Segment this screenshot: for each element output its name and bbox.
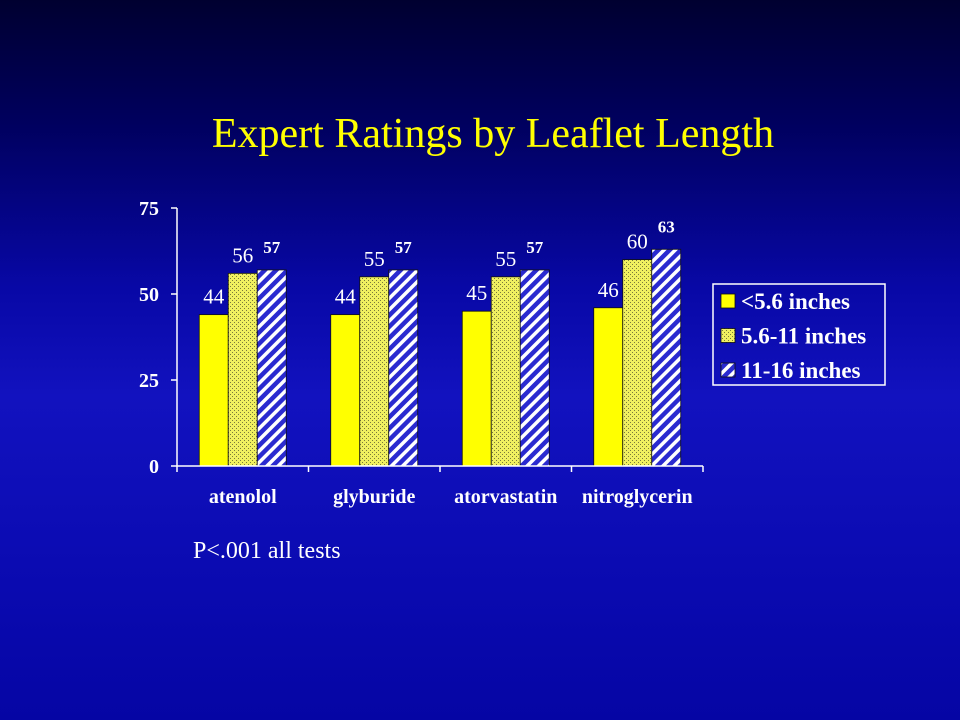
legend-swatch-1 [720, 293, 736, 309]
category-label-atorvastatin: atorvastatin [454, 486, 557, 508]
bar-atorvastatin-series-3 [519, 269, 550, 467]
data-label-nitroglycerin-series-2: 60 [627, 230, 648, 254]
legend-item-2: 5.6-11 inches [720, 324, 866, 349]
y-tick-label-50: 50 [139, 284, 159, 306]
legend-label-3: 11-16 inches [741, 358, 861, 383]
legend-box [712, 283, 886, 386]
bar-glyburide-series-2 [359, 276, 390, 467]
plot-bars [198, 248, 682, 467]
bar-atorvastatin-series-1 [461, 310, 492, 467]
legend-label-1: <5.6 inches [741, 289, 850, 314]
bar-atenolol-series-1 [198, 314, 229, 467]
data-label-atenolol-series-2: 56 [232, 243, 253, 267]
data-label-glyburide-series-2: 55 [364, 247, 385, 271]
data-label-nitroglycerin-series-3: 63 [658, 217, 675, 236]
bar-atenolol-series-3 [256, 269, 287, 467]
bar-atorvastatin-series-2 [490, 276, 521, 467]
legend-item-3: 11-16 inches [720, 358, 861, 383]
data-label-atorvastatin-series-3: 57 [526, 238, 544, 257]
data-label-nitroglycerin-series-1: 46 [598, 278, 619, 302]
y-tick-label-25: 25 [139, 370, 159, 392]
chart-axes: 0 25 50 75 atenolol glyburide atorvastatin nitr… [139, 198, 704, 508]
category-label-glyburide: glyburide [333, 486, 415, 508]
data-label-atenolol-series-3: 57 [263, 238, 281, 257]
bar-nitroglycerin-series-1 [593, 307, 624, 467]
slide-title: Expert Ratings by Leaflet Length [211, 111, 775, 157]
data-label-glyburide-series-3: 57 [395, 238, 413, 257]
data-label-atenolol-series-1: 44 [203, 285, 225, 309]
data-label-atorvastatin-series-2: 55 [495, 247, 516, 271]
legend-swatch-2 [720, 328, 736, 343]
bar-glyburide-series-1 [330, 314, 361, 467]
legend-swatch-3 [720, 362, 736, 378]
data-label-atorvastatin-series-1: 45 [466, 281, 487, 305]
bar-nitroglycerin-series-3 [651, 248, 682, 467]
category-label-nitroglycerin: nitroglycerin [582, 486, 693, 508]
y-tick-label-75: 75 [139, 198, 159, 220]
bar-atenolol-series-2 [227, 272, 258, 467]
y-tick-label-0: 0 [149, 456, 159, 478]
legend: <5.6 inches 5.6-11 inches 11-16 inches [712, 283, 886, 386]
bar-nitroglycerin-series-2 [622, 259, 653, 467]
category-label-atenolol: atenolol [209, 486, 277, 508]
data-labels: 44 56 57 44 55 57 45 55 57 46 60 63 [203, 217, 675, 308]
legend-item-1: <5.6 inches [720, 289, 850, 314]
legend-label-2: 5.6-11 inches [741, 324, 866, 349]
bar-glyburide-series-3 [388, 269, 419, 467]
footnote: P<.001 all tests [193, 538, 341, 564]
data-label-glyburide-series-1: 44 [335, 285, 357, 309]
